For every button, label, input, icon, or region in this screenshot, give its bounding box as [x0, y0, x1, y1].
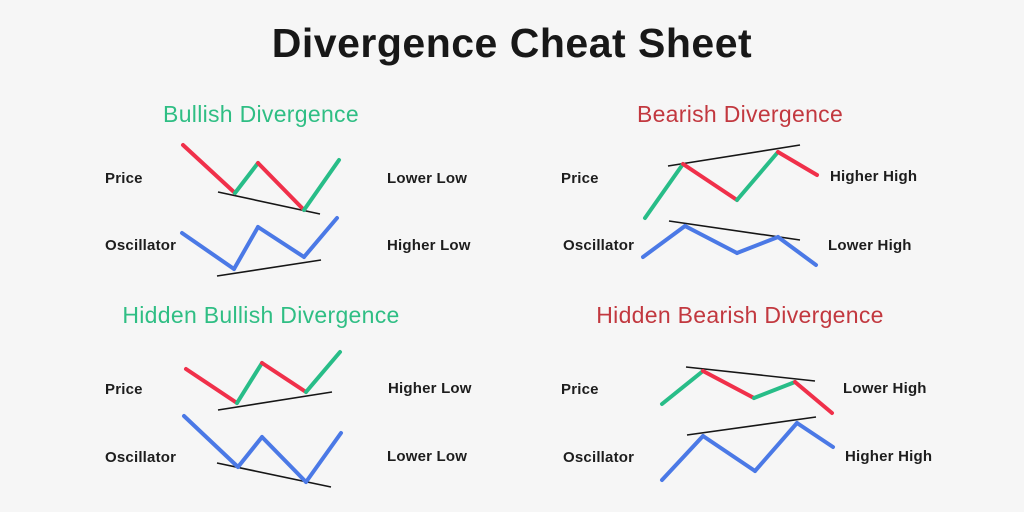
section-title-hidden-bearish-divergence: Hidden Bearish Divergence: [596, 302, 884, 328]
price-label: Price: [105, 170, 143, 187]
oscillator-label: Oscillator: [105, 449, 177, 466]
oscillator-line-chart: [660, 416, 835, 482]
oscillator-label: Oscillator: [563, 449, 635, 466]
price-annotation: Higher Low: [388, 380, 472, 397]
price-annotation: Lower Low: [387, 170, 468, 187]
oscillator-annotation: Lower Low: [387, 448, 468, 465]
oscillator-line-chart: [180, 216, 339, 277]
price-line-chart: [181, 143, 341, 215]
oscillator-line-chart: [641, 220, 818, 267]
price-annotation: Lower High: [843, 380, 927, 397]
price-label: Price: [105, 381, 143, 398]
price-line-chart: [660, 366, 834, 415]
oscillator-annotation: Higher High: [845, 448, 933, 465]
oscillator-label: Oscillator: [563, 237, 635, 254]
price-line-chart: [184, 350, 342, 411]
section-title-bearish-divergence: Bearish Divergence: [636, 101, 844, 127]
section-title-bullish-divergence: Bullish Divergence: [163, 101, 359, 127]
oscillator-annotation: Higher Low: [387, 237, 471, 254]
price-line-chart: [643, 144, 819, 220]
section-title-hidden-bullish-divergence: Hidden Bullish Divergence: [122, 302, 400, 328]
price-annotation: Higher High: [830, 168, 918, 185]
page-title: Divergence Cheat Sheet: [271, 20, 753, 66]
oscillator-line-chart: [182, 414, 343, 488]
oscillator-annotation: Lower High: [828, 237, 912, 254]
oscillator-label: Oscillator: [105, 237, 177, 254]
price-label: Price: [561, 381, 599, 398]
price-label: Price: [561, 170, 599, 187]
